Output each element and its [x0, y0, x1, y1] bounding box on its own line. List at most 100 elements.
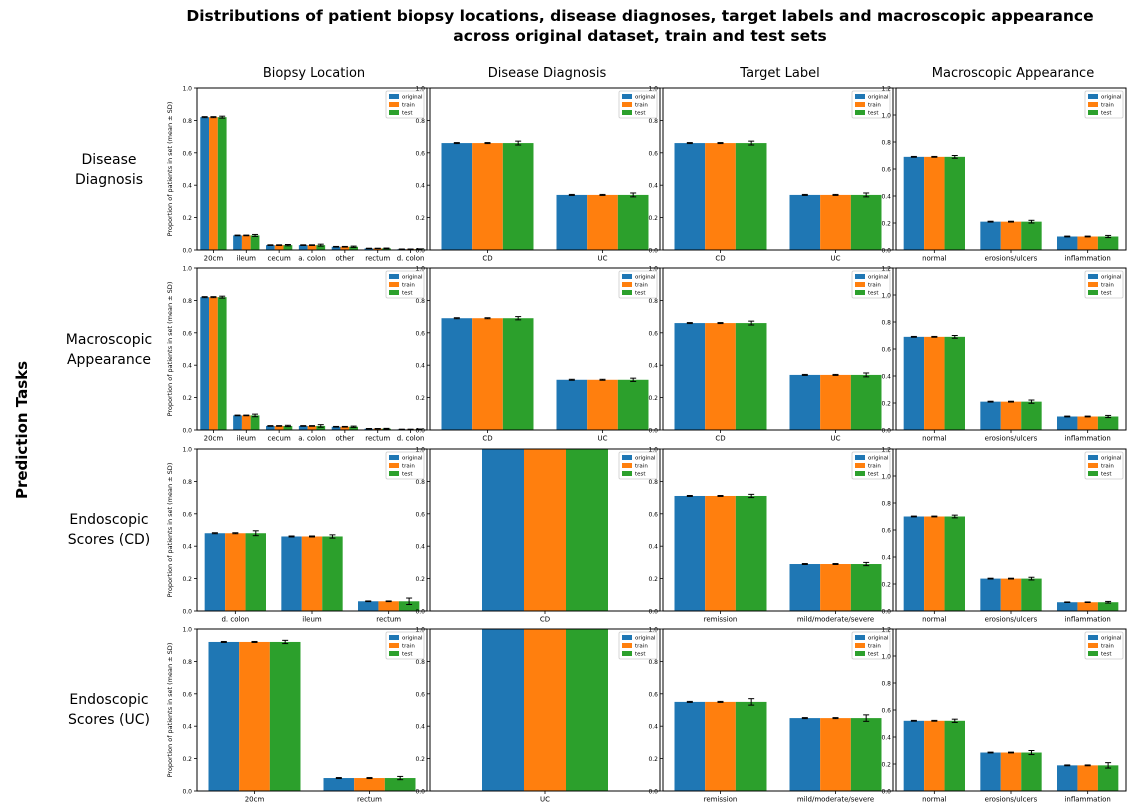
legend-label: test	[635, 111, 646, 117]
y-tick-label: 1.0	[415, 266, 425, 273]
y-tick-label: 0.4	[182, 183, 192, 190]
y-tick-label: 1.0	[648, 266, 658, 273]
bar-train	[209, 117, 218, 250]
y-tick-label: 0.2	[648, 756, 658, 763]
x-tick-label: UC	[540, 796, 550, 803]
legend-swatch-original	[389, 274, 399, 279]
bar-original	[980, 401, 1001, 430]
legend-label: original	[1101, 95, 1122, 101]
bar-original	[556, 379, 588, 430]
legend-swatch-train	[855, 102, 865, 107]
subplot-r3-c3: 0.0 0.2 0.4 0.6 0.8 1.0 1.2 normal erosions/ulce…	[881, 627, 1127, 803]
subplot-r2-c1: 0.0 0.2 0.4 0.6 0.8 1.0 CD original train test	[415, 447, 661, 624]
bar-original	[1057, 765, 1078, 791]
bar-train	[1077, 236, 1098, 250]
bar-test	[217, 297, 227, 430]
bar-test	[384, 778, 416, 791]
legend-swatch-original	[622, 635, 632, 640]
bar-original	[233, 235, 242, 250]
legend-label: train	[635, 644, 648, 650]
y-tick-label: 0.2	[648, 395, 658, 402]
bar-train	[307, 245, 317, 250]
y-tick-label: 0.2	[182, 756, 192, 763]
y-tick-label: 0.8	[182, 298, 192, 305]
bar-train	[373, 248, 383, 250]
x-tick-label: CD	[540, 616, 550, 624]
y-tick-label: 0.0	[415, 609, 425, 616]
bar-original	[789, 718, 821, 791]
y-axis-label: Proportion of patients in set (mean ± SD…	[166, 643, 174, 778]
x-tick-label: normal	[922, 616, 947, 624]
y-tick-label: 0.8	[415, 298, 425, 305]
bar-original	[298, 245, 308, 250]
bar-train	[354, 778, 385, 791]
bar-original	[441, 318, 473, 430]
bar-test	[850, 564, 882, 611]
bar-train	[524, 629, 566, 791]
y-tick-label: 0.6	[182, 330, 192, 337]
legend-swatch-train	[855, 282, 865, 287]
y-tick-label: 0.6	[182, 691, 192, 698]
y-tick-label: 0.8	[415, 479, 425, 486]
x-tick-label: ileum	[237, 255, 257, 263]
legend-swatch-test	[622, 651, 632, 656]
bar-original	[266, 245, 275, 250]
legend-swatch-train	[1088, 463, 1098, 468]
legend-swatch-original	[855, 94, 865, 99]
y-tick-label: 0.4	[648, 544, 658, 551]
column-title-target-label: Target Label	[740, 66, 820, 81]
bar-train	[225, 533, 246, 611]
bar-train	[820, 374, 851, 430]
legend-label: test	[635, 291, 646, 297]
bar-test	[1021, 752, 1042, 791]
y-tick-label: 1.0	[648, 627, 658, 634]
legend-swatch-train	[1088, 643, 1098, 648]
legend-label: original	[402, 95, 423, 101]
legend-label: train	[402, 644, 415, 650]
bar-train	[924, 516, 945, 611]
bar-original	[903, 516, 925, 611]
y-tick-label: 0.6	[881, 708, 891, 715]
bar-test	[1021, 401, 1042, 430]
bar-original	[208, 641, 240, 791]
legend-swatch-original	[1088, 94, 1098, 99]
legend-label: original	[635, 456, 656, 462]
bar-train	[274, 245, 284, 250]
bar-train	[241, 415, 251, 430]
y-tick-label: 1.0	[415, 447, 425, 454]
bar-test	[1097, 236, 1119, 250]
y-tick-label: 0.4	[415, 724, 425, 731]
legend-swatch-test	[1088, 290, 1098, 295]
legend-label: train	[635, 103, 648, 109]
legend-label: original	[402, 636, 423, 642]
y-tick-label: 0.2	[415, 756, 425, 763]
y-tick-label: 1.0	[648, 447, 658, 454]
bar-train	[820, 194, 851, 250]
legend-label: train	[1101, 283, 1114, 289]
bar-test	[850, 374, 882, 430]
bar-original	[358, 601, 379, 611]
bar-original	[903, 720, 925, 791]
legend-swatch-test	[622, 110, 632, 115]
bar-train	[1077, 602, 1098, 611]
legend-label: original	[868, 95, 889, 101]
y-tick-label: 0.0	[648, 248, 658, 255]
y-tick-label: 0.2	[182, 576, 192, 583]
y-tick-label: 0.8	[182, 659, 192, 666]
bar-test	[735, 495, 767, 611]
y-tick-label: 0.0	[881, 248, 891, 255]
bar-test	[349, 246, 358, 250]
x-tick-label: a. colon	[298, 255, 326, 263]
bar-train	[241, 235, 251, 250]
legend-label: original	[868, 275, 889, 281]
legend-label: test	[1101, 291, 1112, 297]
x-tick-label: normal	[922, 796, 947, 803]
bar-test	[217, 117, 227, 250]
y-tick-label: 0.0	[881, 789, 891, 796]
y-tick-label: 1.0	[648, 86, 658, 93]
x-tick-label: erosions/ulcers	[985, 796, 1038, 803]
x-tick-label: CD	[715, 435, 725, 443]
legend-swatch-train	[622, 282, 632, 287]
x-tick-label: inflammation	[1064, 796, 1110, 803]
legend-swatch-train	[1088, 282, 1098, 287]
